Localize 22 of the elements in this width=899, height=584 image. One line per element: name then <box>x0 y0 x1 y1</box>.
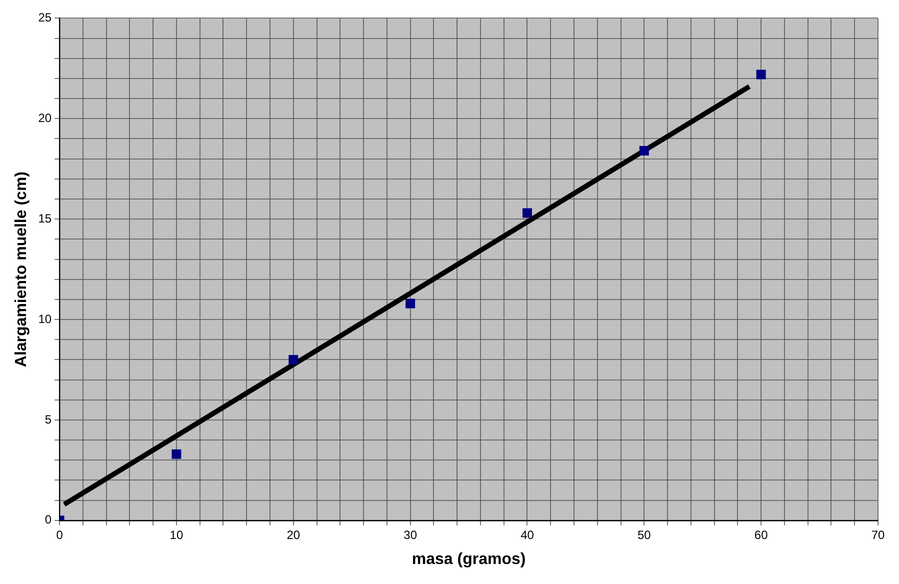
y-tick-label: 0 <box>44 512 52 527</box>
x-tick-label: 40 <box>520 528 534 542</box>
y-axis-title: Alargamiento muelle (cm) <box>13 171 30 368</box>
x-tick-label: 70 <box>871 528 885 542</box>
y-tick-label: 20 <box>38 110 52 125</box>
y-tick-label: 15 <box>38 211 52 226</box>
point <box>406 298 416 308</box>
point <box>172 449 182 459</box>
y-tick-label: 25 <box>38 10 52 25</box>
point <box>522 208 532 218</box>
point <box>288 354 298 364</box>
x-tick-label: 0 <box>56 528 64 542</box>
x-tick-label: 10 <box>170 528 184 542</box>
x-tick-label: 50 <box>637 528 652 542</box>
x-axis-title: masa (gramos) <box>412 550 526 568</box>
point <box>756 70 766 80</box>
y-tick-label: 10 <box>38 312 52 326</box>
y-tick-label: 5 <box>44 412 52 426</box>
x-tick-label: 20 <box>286 528 300 542</box>
x-tick-label: 60 <box>754 528 768 542</box>
x-tick-label: 30 <box>404 528 418 542</box>
point <box>639 146 649 156</box>
